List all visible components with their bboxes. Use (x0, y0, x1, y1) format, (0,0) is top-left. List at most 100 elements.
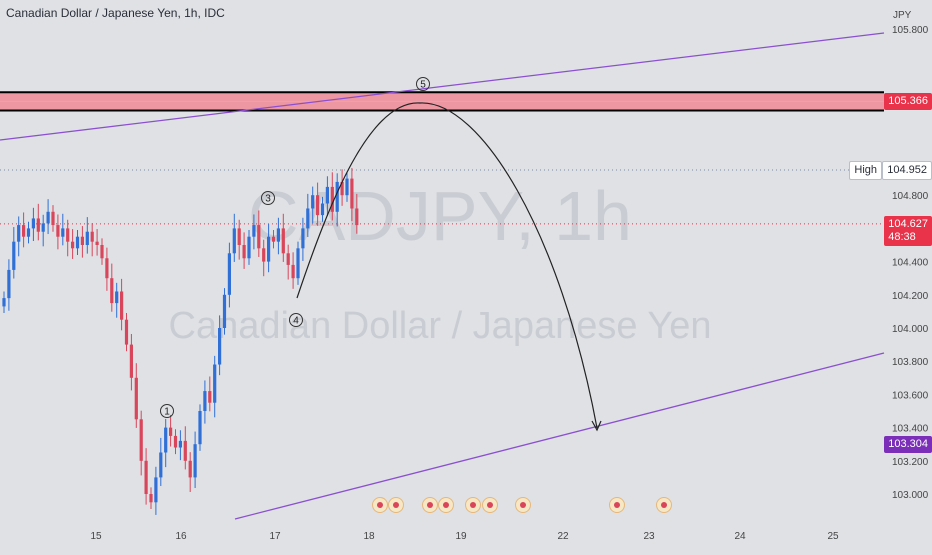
y-tick-label: 103.800 (892, 357, 929, 368)
watermark-symbol: CADJPY, 1h (248, 177, 632, 255)
event-marker-dot (443, 502, 449, 508)
candle-body (193, 444, 197, 478)
candle-body (208, 391, 212, 403)
event-marker-dot (393, 502, 399, 508)
candle-body (286, 253, 290, 265)
y-tick-label: 104.400 (892, 258, 929, 269)
candle-body (41, 223, 45, 232)
candle-body (355, 208, 359, 226)
y-tick-label: 103.200 (892, 457, 929, 468)
price-tag-last: 104.627 48:38 (884, 215, 932, 246)
candle-body (301, 228, 305, 249)
x-tick-label: 16 (175, 531, 187, 542)
x-tick-label: 15 (90, 531, 102, 542)
wave-label: 5 (420, 80, 426, 91)
x-tick-label: 22 (557, 531, 569, 542)
candle-body (26, 228, 31, 237)
price-tag-high: 104.952 (882, 160, 932, 180)
candle-body (340, 181, 344, 196)
candle-body (335, 181, 339, 212)
event-marker-dot (427, 502, 433, 508)
x-tick-label: 17 (269, 531, 281, 542)
event-marker-dot (377, 502, 383, 508)
candle-body (169, 427, 173, 436)
candle-body (306, 208, 310, 229)
candle-body (291, 264, 295, 279)
candle-body (105, 258, 109, 279)
candle-body (90, 231, 94, 242)
candle-body (325, 186, 329, 204)
candle-body (95, 241, 99, 245)
candle-body (320, 203, 325, 216)
candle-body (296, 248, 300, 279)
y-tick-label: 104.800 (892, 191, 929, 202)
event-marker-dot (520, 502, 526, 508)
candle-body (31, 218, 35, 229)
candle-body (267, 236, 271, 262)
candle-body (66, 228, 70, 242)
upper-channel-line (0, 32, 885, 141)
candle-body (115, 291, 119, 304)
candle-body (154, 477, 158, 503)
x-tick-label: 23 (643, 531, 655, 542)
candle-body (120, 291, 124, 320)
candle-body (61, 228, 65, 237)
candle-body (237, 228, 241, 245)
y-tick-label: 103.400 (892, 424, 929, 435)
wave-marker-circle (416, 77, 430, 91)
candle-body (129, 344, 133, 378)
candle-body (56, 225, 60, 237)
candle-body (316, 195, 320, 216)
candle-body (139, 419, 143, 461)
candle-body (7, 269, 11, 299)
x-tick-label: 24 (734, 531, 746, 542)
candle-body (110, 278, 114, 304)
x-tick-label: 18 (363, 531, 375, 542)
currency-label: JPY (893, 10, 912, 21)
chart-title: Canadian Dollar / Japanese Yen, 1h, IDC (6, 6, 225, 20)
price-tag-support: 103.304 (884, 435, 932, 453)
y-tick-label: 103.000 (892, 490, 929, 501)
candle-body (75, 236, 80, 249)
candle-body (247, 236, 251, 259)
candle-body (345, 178, 349, 196)
wave-marker-circle (261, 191, 275, 205)
candle-body (22, 225, 26, 237)
candle-body (51, 211, 55, 226)
watermark-name: Canadian Dollar / Japanese Yen (169, 305, 712, 347)
candle-body (232, 228, 236, 254)
candle-body (227, 253, 231, 295)
candle-body (281, 228, 285, 254)
event-marker-dot (614, 502, 620, 508)
candle-body (198, 411, 202, 445)
candle-body (164, 427, 168, 453)
candle-body (311, 195, 315, 209)
candle-body (173, 435, 178, 448)
candle-body (188, 460, 192, 478)
candle-body (149, 494, 153, 503)
candle-body (218, 328, 222, 365)
event-marker-dot (661, 502, 667, 508)
candle-body (85, 231, 89, 245)
wave-marker-circle (289, 313, 303, 327)
candle-body (271, 236, 276, 242)
candle-body (159, 452, 163, 478)
candle-body (203, 391, 207, 411)
projection-arrowhead (591, 420, 602, 432)
candle-body (252, 225, 256, 237)
candle-body (262, 248, 266, 262)
event-marker-dot (487, 502, 493, 508)
candle-body (12, 241, 16, 270)
candle-body (80, 236, 84, 245)
candle-countdown: 48:38 (888, 230, 916, 243)
candle-body (183, 440, 187, 461)
candle-body (213, 364, 217, 403)
candle-body (144, 460, 148, 494)
x-tick-label: 25 (827, 531, 839, 542)
candle-body (36, 218, 40, 232)
projection-curve (296, 102, 598, 429)
candle-body (178, 440, 182, 448)
